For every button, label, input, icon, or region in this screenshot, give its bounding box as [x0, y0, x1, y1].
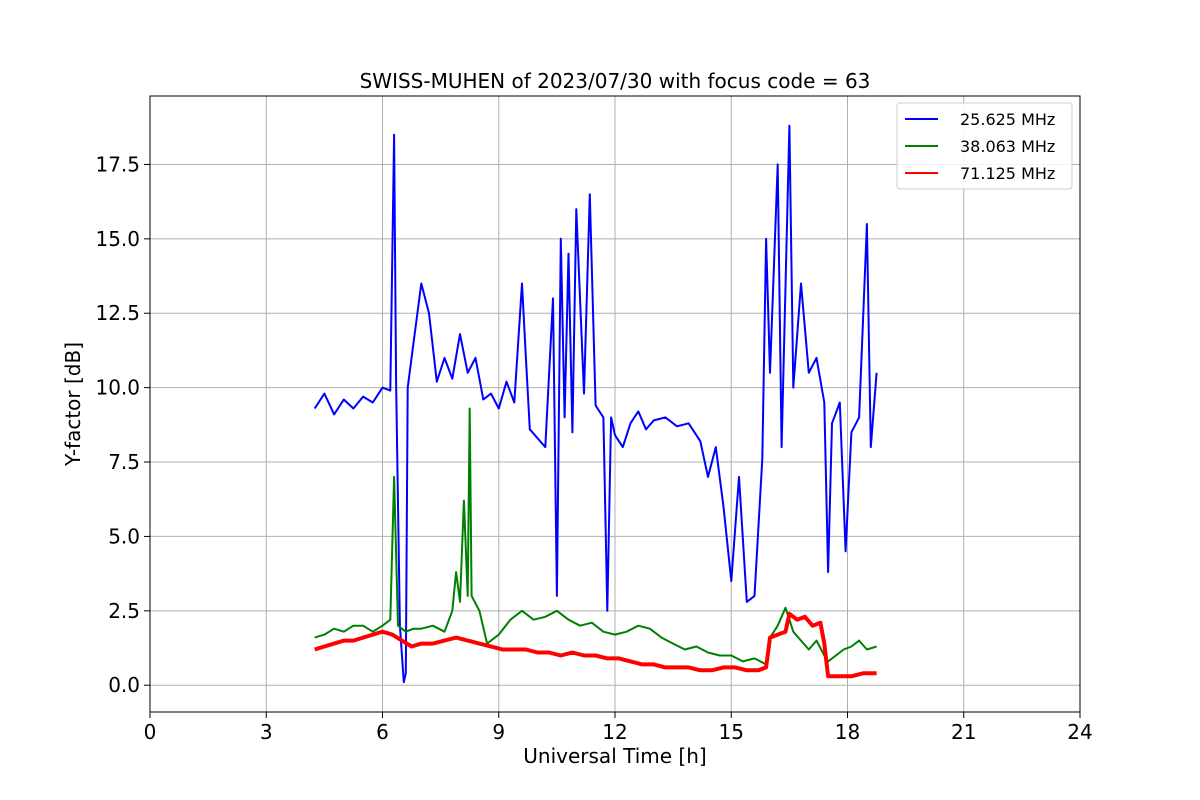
series-line-2 [314, 611, 877, 679]
plot-area [313, 124, 878, 684]
y-tick-label: 5.0 [108, 524, 140, 548]
x-tick-label: 21 [951, 720, 976, 744]
x-tick-label: 18 [835, 720, 860, 744]
x-tick-label: 12 [602, 720, 627, 744]
x-axis: 0 3 6 9 12 15 18 21 24 [144, 712, 1093, 744]
chart-title: SWISS-MUHEN of 2023/07/30 with focus cod… [360, 69, 871, 93]
x-axis-label: Universal Time [h] [523, 744, 706, 768]
x-tick-label: 9 [492, 720, 505, 744]
y-tick-label: 0.0 [108, 673, 140, 697]
series-line-0 [313, 124, 878, 684]
legend-label-2: 71.125 MHz [960, 164, 1055, 183]
x-tick-label: 15 [719, 720, 744, 744]
y-tick-label: 12.5 [95, 301, 140, 325]
legend-box [896, 102, 1073, 190]
legend-label-1: 38.063 MHz [960, 137, 1055, 156]
x-tick-label: 0 [144, 720, 157, 744]
x-tick-label: 3 [260, 720, 273, 744]
x-tick-label: 6 [376, 720, 389, 744]
y-axis-label: Y-factor [dB] [61, 342, 85, 467]
y-tick-label: 10.0 [95, 376, 140, 400]
legend: 25.625 MHz 38.063 MHz 71.125 MHz [896, 102, 1073, 190]
legend-label-0: 25.625 MHz [960, 110, 1055, 129]
y-tick-label: 15.0 [95, 227, 140, 251]
y-tick-label: 7.5 [108, 450, 140, 474]
y-tick-label: 17.5 [95, 152, 140, 176]
series-line-1 [314, 407, 877, 666]
y-tick-label: 2.5 [108, 599, 140, 623]
y-axis: 0.0 2.5 5.0 7.5 10.0 12.5 15.0 17.5 [95, 152, 150, 697]
x-tick-label: 24 [1067, 720, 1092, 744]
